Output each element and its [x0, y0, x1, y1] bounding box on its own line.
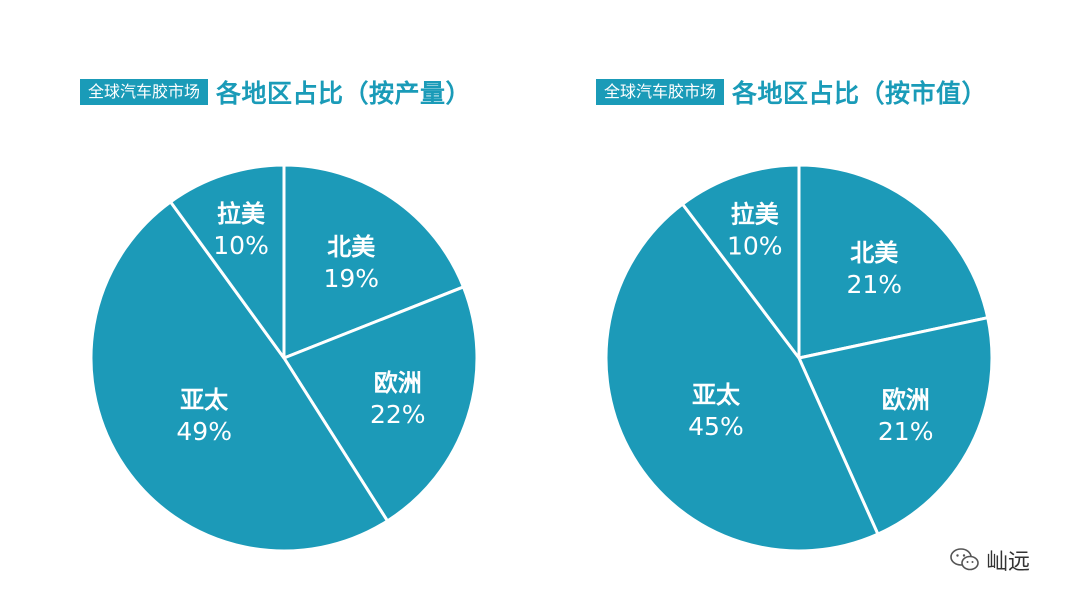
slice-value-label: 22%: [370, 400, 426, 429]
pie-slice: [169, 163, 286, 360]
title-tag: 全球汽车胶市场: [80, 79, 209, 105]
title-main: 各地区占比（按产量）: [216, 79, 472, 108]
slice-value-label: 21%: [878, 417, 934, 446]
slice-name-label: 拉美: [731, 200, 779, 228]
slice-value-label: 49%: [176, 417, 232, 446]
pie-slice: [604, 202, 880, 553]
slice-name-label: 亚太: [692, 381, 741, 409]
slice-value-label: 45%: [688, 412, 744, 441]
pie-slice: [797, 316, 994, 536]
pie-chart-2: 北美 21% 欧洲 21% 亚太 45% 拉美 10%: [604, 163, 994, 553]
chart-title-market-value: 全球汽车胶市场 各地区占比（按市值）: [596, 76, 987, 108]
chart-title-production: 全球汽车胶市场 各地区占比（按产量）: [80, 76, 471, 108]
pie-slice: [681, 163, 801, 360]
pie-slice: [282, 163, 465, 360]
slice-name-label: 欧洲: [882, 386, 930, 414]
title-tag: 全球汽车胶市场: [596, 79, 725, 105]
slice-name-label: 北美: [327, 233, 375, 261]
slice-name-label: 欧洲: [374, 369, 422, 397]
pie-slice: [797, 163, 990, 360]
wechat-icon: [950, 548, 979, 571]
pie-slice: [89, 200, 389, 553]
slice-name-label: 北美: [850, 239, 898, 267]
slice-value-label: 10%: [727, 231, 783, 260]
slice-value-label: 10%: [213, 231, 269, 260]
watermark: 屾远: [950, 544, 1030, 576]
watermark-text: 屾远: [986, 550, 1031, 575]
slice-name-label: 亚太: [180, 386, 229, 414]
slice-name-label: 拉美: [217, 200, 265, 228]
pie-slice: [282, 285, 479, 523]
slice-value-label: 21%: [846, 270, 902, 299]
title-main: 各地区占比（按市值）: [732, 79, 988, 108]
slice-value-label: 19%: [323, 264, 379, 293]
pie-chart-1: 北美 19% 欧洲 22% 亚太 49% 拉美 10%: [89, 163, 479, 553]
